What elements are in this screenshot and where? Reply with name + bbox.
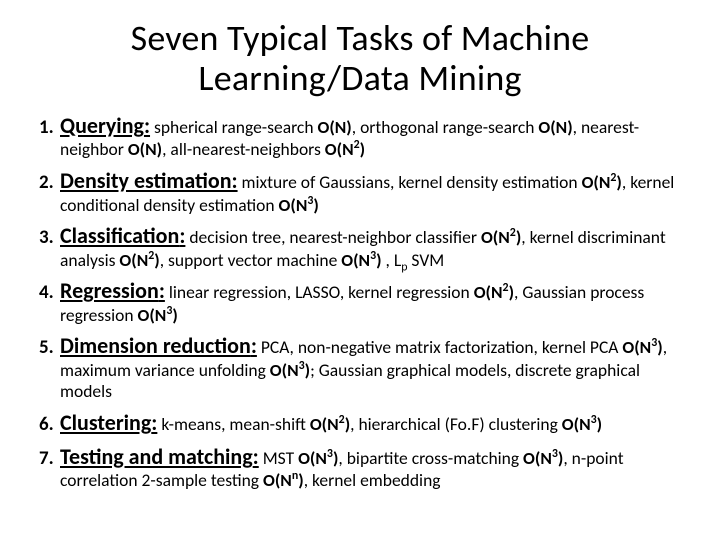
task-colon: : bbox=[144, 112, 150, 139]
task-list: Querying: spherical range-search O(N), o… bbox=[28, 113, 692, 492]
task-details: k-means, mean-shift O(N2), hierarchical … bbox=[161, 413, 602, 435]
task-colon: : bbox=[179, 222, 185, 249]
task-colon: : bbox=[232, 167, 238, 194]
task-name: Querying bbox=[60, 112, 144, 139]
task-colon: : bbox=[159, 277, 165, 304]
task-item: Classification: decision tree, nearest-n… bbox=[58, 223, 692, 271]
task-name: Clustering bbox=[60, 409, 151, 436]
slide: Seven Typical Tasks of Machine Learning/… bbox=[0, 0, 720, 540]
task-colon: : bbox=[151, 409, 157, 436]
task-name: Classification bbox=[60, 222, 179, 249]
task-colon: : bbox=[251, 332, 257, 359]
task-item: Testing and matching: MST O(N3), biparti… bbox=[58, 444, 692, 492]
task-item: Querying: spherical range-search O(N), o… bbox=[58, 113, 692, 161]
task-name: Regression bbox=[60, 277, 159, 304]
task-name: Density estimation bbox=[60, 167, 232, 194]
task-item: Dimension reduction: PCA, non-negative m… bbox=[58, 333, 692, 403]
task-item: Density estimation: mixture of Gaussians… bbox=[58, 168, 692, 216]
task-name: Testing and matching bbox=[60, 443, 253, 470]
task-item: Regression: linear regression, LASSO, ke… bbox=[58, 278, 692, 326]
slide-title: Seven Typical Tasks of Machine Learning/… bbox=[28, 18, 692, 99]
task-name: Dimension reduction bbox=[60, 332, 251, 359]
task-colon: : bbox=[253, 443, 259, 470]
task-item: Clustering: k-means, mean-shift O(N2), h… bbox=[58, 410, 692, 437]
